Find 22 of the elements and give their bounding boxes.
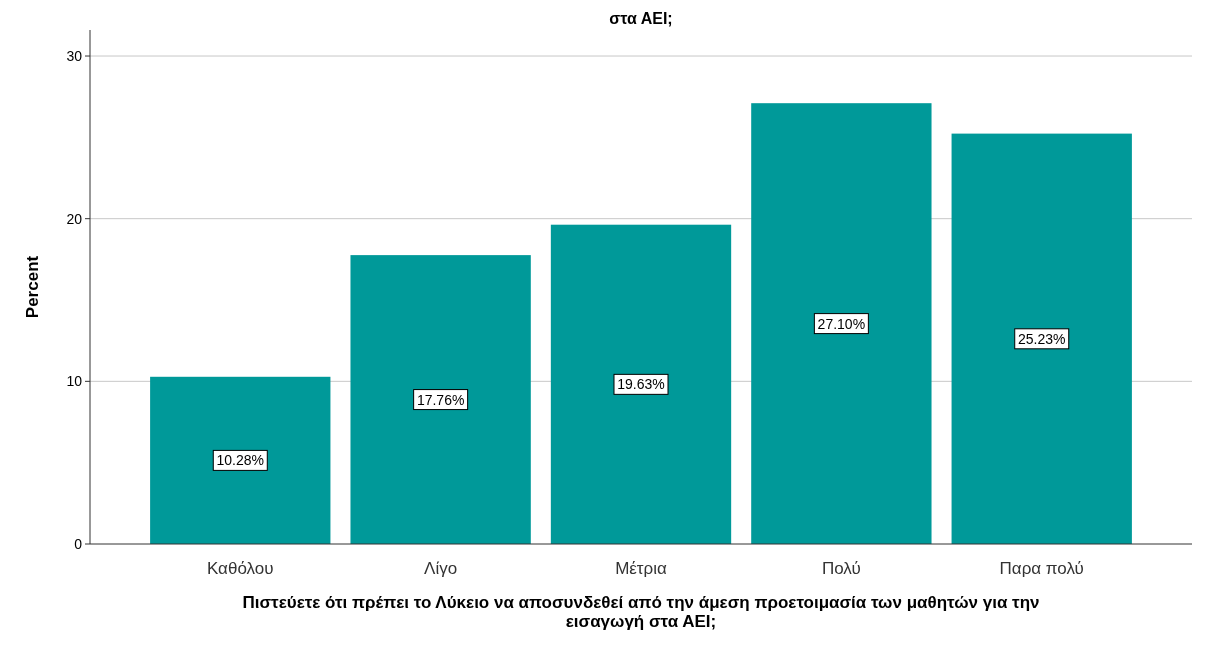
x-tick-label: Πολύ [821, 559, 861, 578]
data-label: 10.28% [216, 452, 265, 469]
bar [550, 224, 732, 544]
chart-title: στα ΑΕΙ; [609, 10, 673, 27]
data-label: 19.63% [617, 376, 665, 393]
data-label: 27.10% [817, 315, 866, 332]
y-axis-title: Percent [23, 255, 42, 319]
data-label: 25.23% [1017, 330, 1066, 347]
x-tick-label: Παρα πολύ [999, 559, 1084, 578]
y-tick-label: 10 [66, 373, 83, 390]
y-tick-label: 0 [74, 536, 83, 552]
bar [751, 103, 932, 544]
y-tick-label: 20 [66, 210, 83, 227]
bar [951, 133, 1132, 544]
y-tick-label: 30 [66, 48, 83, 65]
x-tick-label: Λίγο [424, 559, 458, 578]
data-label: 17.76% [416, 391, 465, 408]
x-axis-title: Πιστεύετε ότι πρέπει το Λύκειο να αποσυνδεθεί από την άμεση προετοιμασία των μαθητών για την εισαγωγή στα ΑΕΙ; [242, 593, 1040, 631]
bar [350, 255, 531, 544]
bar [150, 376, 331, 544]
x-tick-label: Μέτρια [615, 559, 668, 578]
x-tick-label: Καθόλου [207, 559, 274, 578]
